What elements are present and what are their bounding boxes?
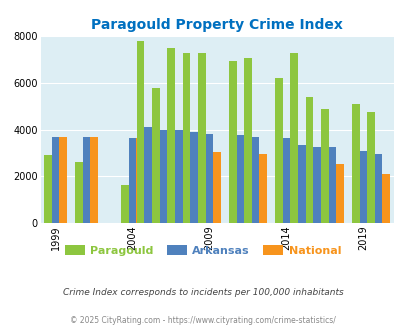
Bar <box>320 109 328 223</box>
Bar <box>44 155 52 223</box>
Bar <box>367 112 374 223</box>
Title: Paragould Property Crime Index: Paragould Property Crime Index <box>91 18 342 32</box>
Bar <box>136 138 144 223</box>
Bar <box>159 129 167 223</box>
Bar <box>244 58 251 223</box>
Text: Crime Index corresponds to incidents per 100,000 inhabitants: Crime Index corresponds to incidents per… <box>62 287 343 297</box>
Bar <box>320 164 328 223</box>
Bar <box>275 78 282 223</box>
Bar <box>305 161 312 223</box>
Bar <box>151 141 159 223</box>
Bar <box>359 150 366 223</box>
Bar <box>213 152 220 223</box>
Bar <box>236 135 243 223</box>
Bar <box>175 129 182 223</box>
Bar <box>259 154 266 223</box>
Bar <box>167 48 175 223</box>
Bar <box>351 104 359 223</box>
Bar <box>197 149 205 223</box>
Bar <box>152 87 159 223</box>
Bar <box>313 147 320 223</box>
Bar <box>198 52 205 223</box>
Bar <box>144 127 151 223</box>
Bar <box>290 52 297 223</box>
Bar <box>305 97 313 223</box>
Bar <box>282 138 290 223</box>
Bar <box>251 137 259 223</box>
Bar <box>52 137 59 223</box>
Bar <box>243 153 251 223</box>
Bar <box>297 145 305 223</box>
Bar <box>128 138 136 223</box>
Bar <box>366 168 374 223</box>
Bar <box>228 61 236 223</box>
Bar <box>59 137 67 223</box>
Bar <box>335 164 343 223</box>
Bar <box>328 147 335 223</box>
Bar <box>121 185 128 223</box>
Bar <box>167 145 174 223</box>
Bar <box>75 162 83 223</box>
Bar <box>205 134 213 223</box>
Bar <box>382 174 389 223</box>
Bar <box>290 157 297 223</box>
Bar <box>90 137 98 223</box>
Bar <box>182 147 190 223</box>
Bar <box>190 132 197 223</box>
Bar <box>374 154 382 223</box>
Legend: Paragould, Arkansas, National: Paragould, Arkansas, National <box>60 241 345 260</box>
Text: © 2025 CityRating.com - https://www.cityrating.com/crime-statistics/: © 2025 CityRating.com - https://www.city… <box>70 316 335 325</box>
Bar <box>136 41 144 223</box>
Bar <box>83 137 90 223</box>
Bar <box>182 52 190 223</box>
